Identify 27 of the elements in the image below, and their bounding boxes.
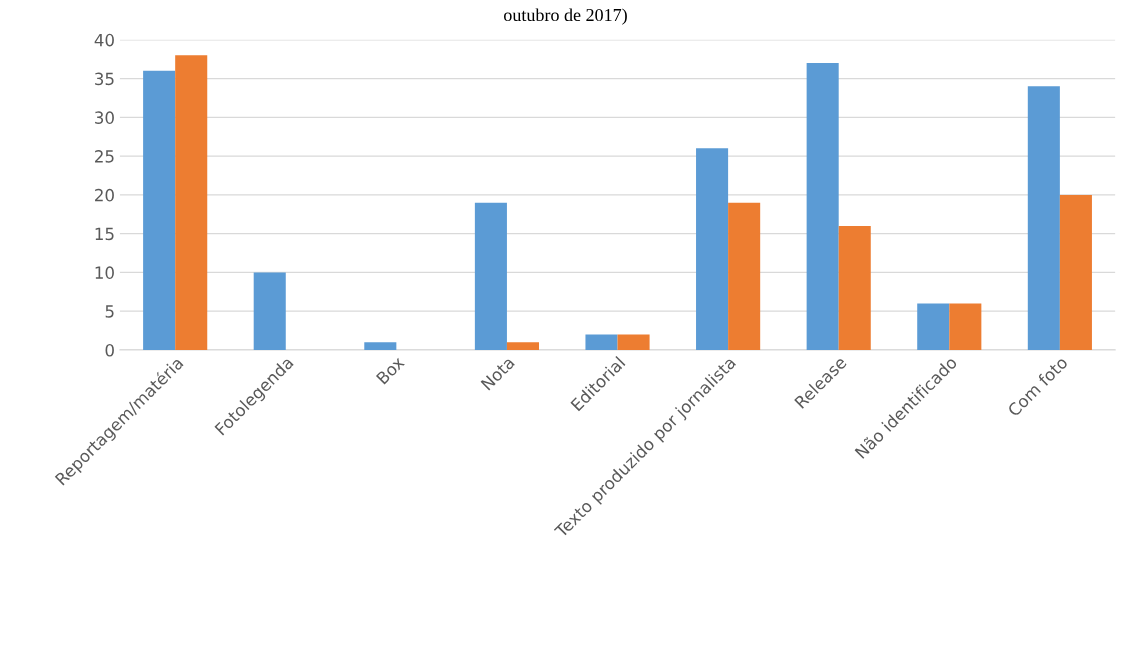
bar: [585, 334, 618, 350]
bar: [364, 342, 397, 350]
y-tick-label: 20: [95, 188, 114, 202]
bar: [617, 334, 650, 350]
bar: [696, 148, 729, 350]
y-tick-label: 0: [105, 343, 114, 357]
bar: [253, 272, 286, 350]
y-tick-label: 40: [94, 33, 114, 47]
y-tick-label: 35: [95, 72, 114, 86]
bar: [506, 342, 540, 350]
y-tick-label: 5: [105, 305, 114, 318]
bar: [917, 303, 950, 350]
y-tick-label: 30: [95, 111, 114, 124]
bar: [474, 202, 507, 350]
bar: [838, 225, 871, 350]
bar: [175, 55, 208, 350]
bar: [143, 70, 176, 350]
chart-title: outubro de 2017): [504, 8, 627, 25]
y-tick-label: 10: [95, 266, 114, 279]
bar: [1059, 194, 1092, 350]
y-tick-label: 15: [95, 227, 114, 241]
bar: [806, 63, 839, 350]
y-tick-label: 25: [95, 150, 114, 163]
x-tick-label: Box: [375, 355, 406, 385]
bar: [949, 303, 982, 350]
bar: [728, 202, 761, 350]
bar: [1027, 86, 1060, 350]
